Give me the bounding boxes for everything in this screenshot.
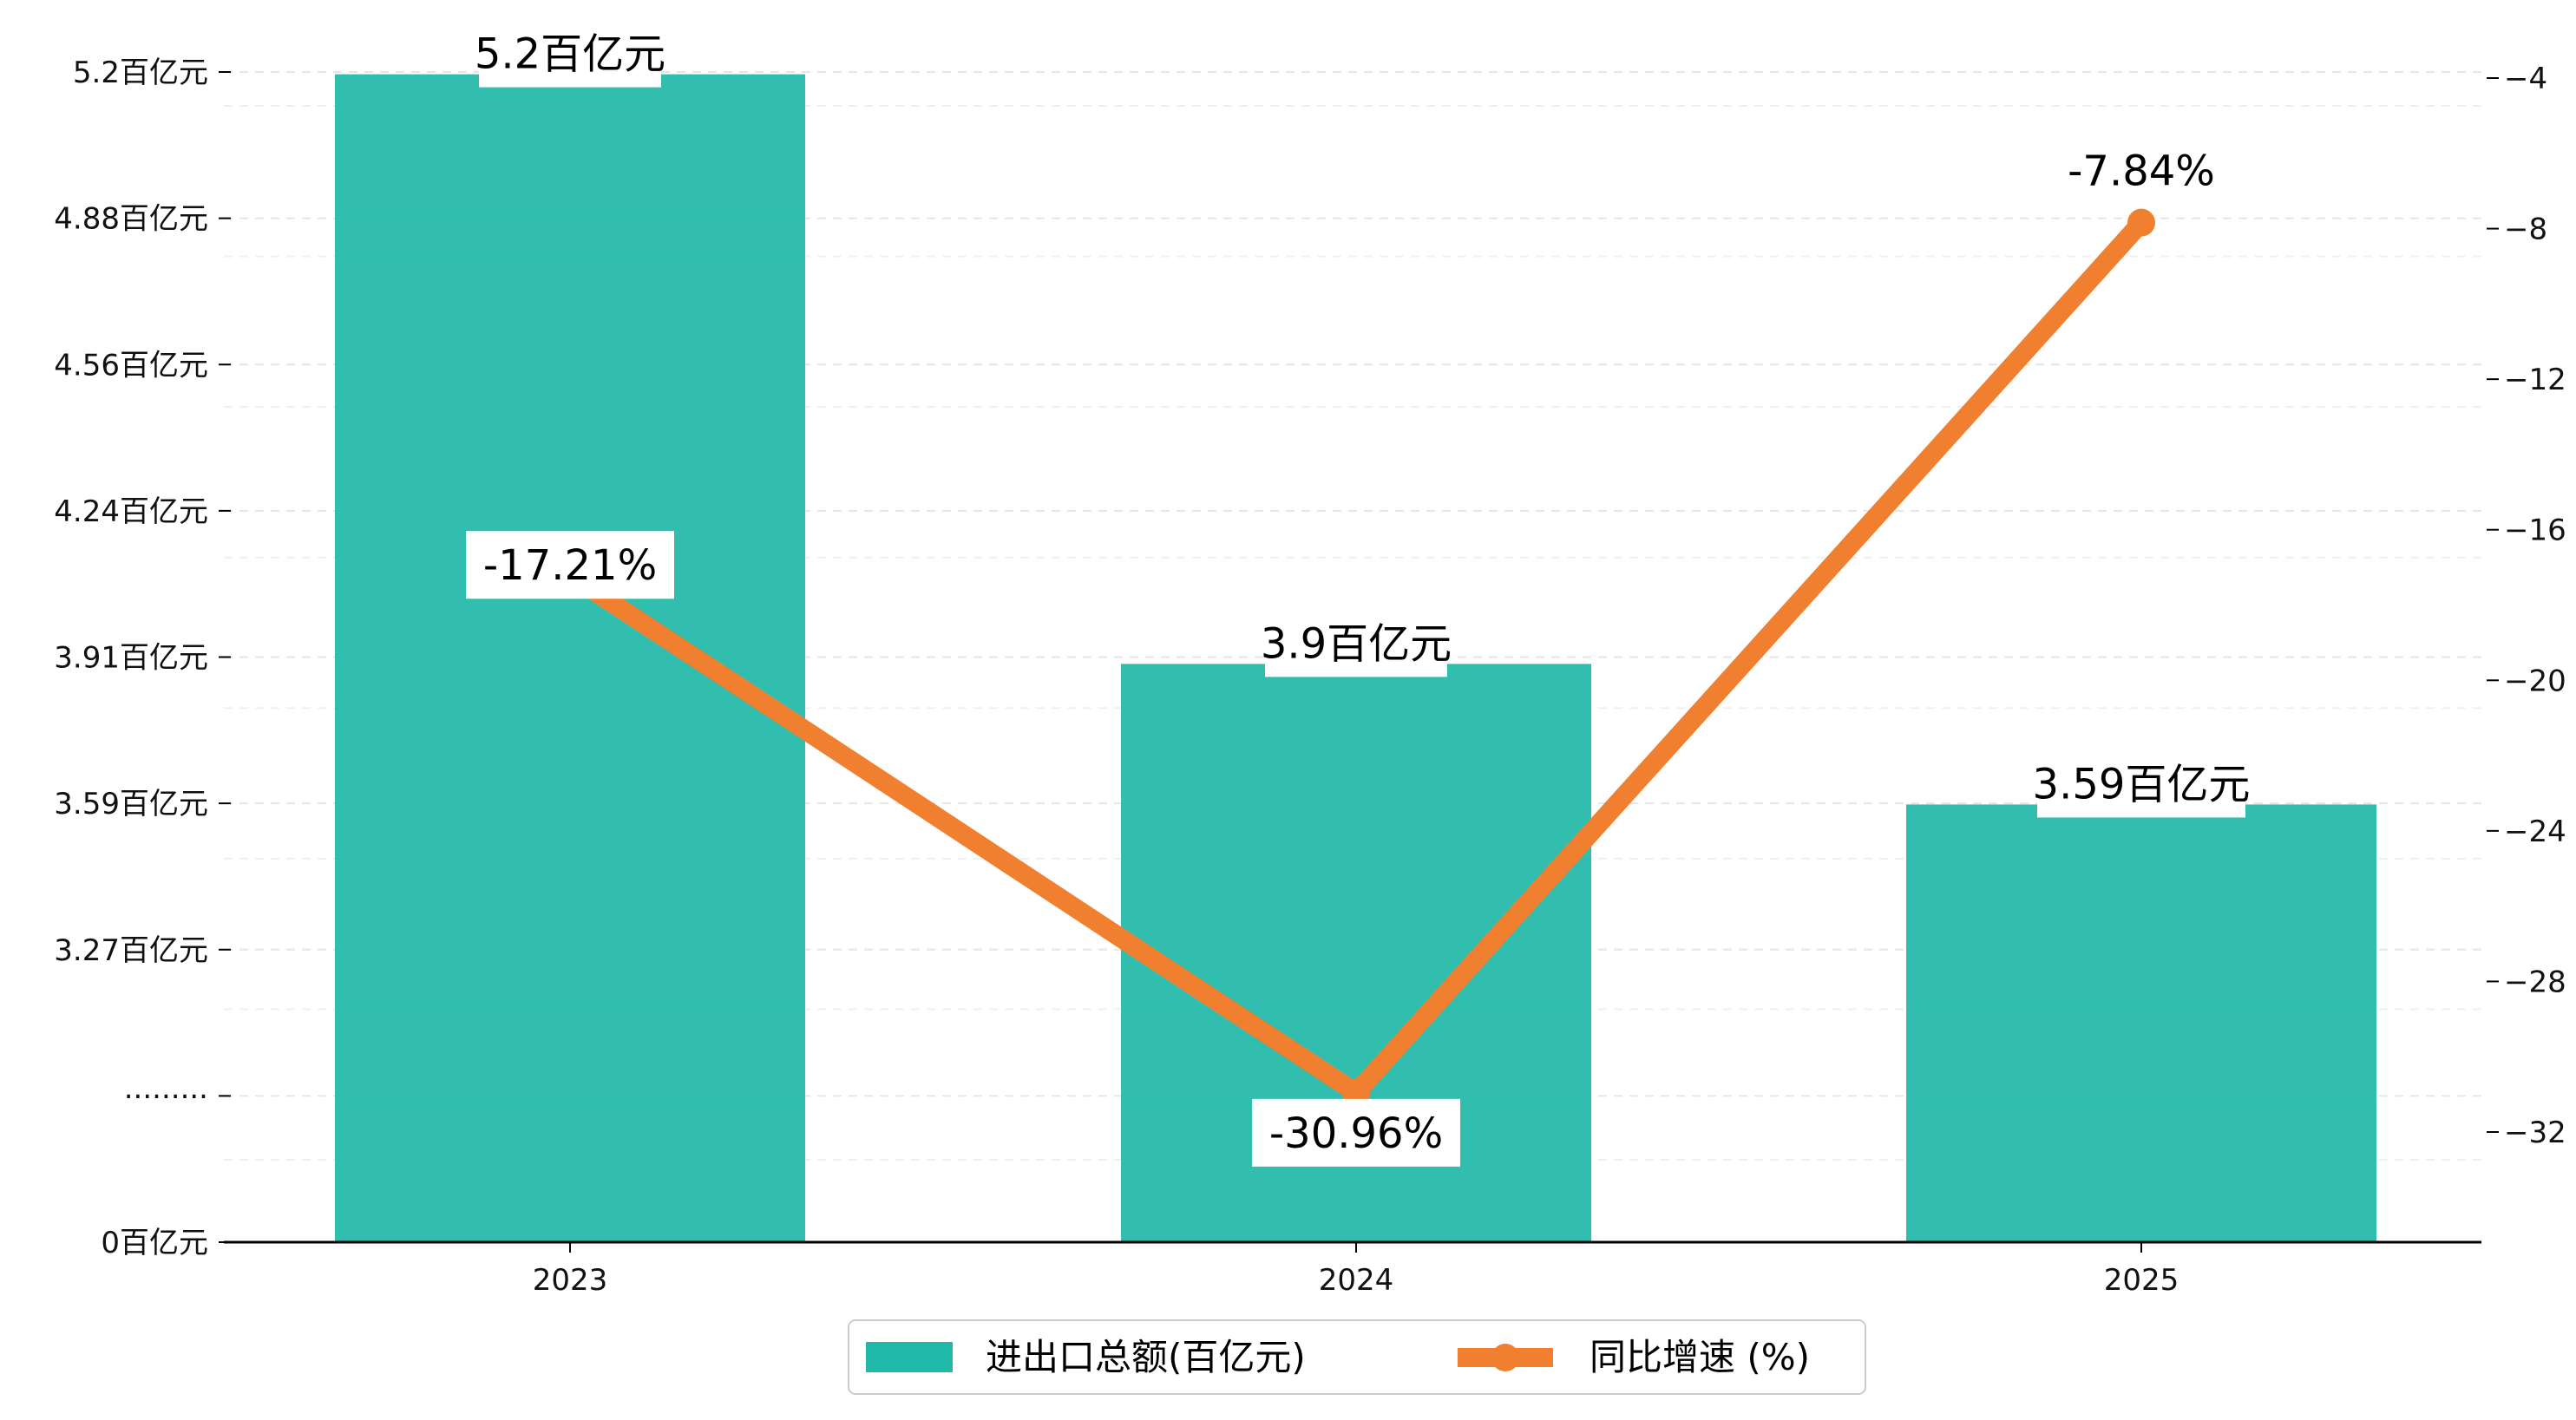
right-tick-label: −12	[2504, 363, 2566, 397]
right-tick-label: −4	[2504, 62, 2547, 96]
growth-value-label-2024: -30.96%	[1252, 1098, 1460, 1167]
right-tick-label: −8	[2504, 213, 2547, 247]
left-tick-label: ·········	[124, 1079, 208, 1114]
legend-line-label[interactable]: 同比增速 (%)	[1590, 1336, 1810, 1378]
bar-value-label-2024-bg	[1265, 609, 1447, 677]
left-tick-label: 0百亿元	[101, 1226, 208, 1260]
growth-value-label-2024-bg	[1252, 1098, 1460, 1167]
left-tick-label: 3.27百亿元	[54, 933, 208, 968]
right-tick-label: −20	[2504, 664, 2566, 698]
growth-value-label-2024-text: -30.96%	[1269, 1109, 1443, 1158]
left-tick-label: 5.2百亿元	[73, 56, 208, 90]
label-layer: 5.2百亿元 3.9百亿元 3.59百亿元 -17.21% -30.96% -7.84%	[466, 19, 2251, 1167]
right-tick-label: −16	[2504, 514, 2566, 548]
axis-layer: 0百亿元 ········· 3.27百亿元 3.59百亿元 3.91百亿元 4.24百亿…	[54, 56, 2566, 1298]
bar-2023[interactable]	[335, 74, 805, 1242]
bar-value-label-2025: 3.59百亿元	[2033, 749, 2251, 818]
right-tick-label: −28	[2504, 965, 2566, 999]
legend-box	[848, 1319, 1866, 1395]
bar-value-label-2025-text: 3.59百亿元	[2033, 760, 2251, 808]
right-tick-label: −32	[2504, 1116, 2566, 1150]
left-tick-label: 4.88百亿元	[54, 202, 208, 237]
growth-value-label-2023-text: -17.21%	[483, 541, 657, 590]
growth-value-label-2025-text: -7.84%	[2068, 147, 2215, 196]
bar-2025[interactable]	[1906, 804, 2376, 1242]
bar-value-label-2023-text: 5.2百亿元	[475, 30, 665, 79]
legend-bar-label[interactable]: 进出口总额(百亿元)	[986, 1336, 1306, 1378]
left-tick-label: 4.24百亿元	[54, 494, 208, 529]
legend-line-marker	[1491, 1344, 1519, 1371]
growth-value-label-2023: -17.21%	[466, 531, 674, 599]
growth-value-label-2025: -7.84%	[2050, 136, 2232, 205]
x-tick-label: 2025	[2104, 1263, 2179, 1298]
bar-layer	[335, 74, 2376, 1242]
right-tick-label: −24	[2504, 815, 2566, 849]
bar-value-label-2024: 3.9百亿元	[1261, 609, 1452, 677]
left-tick-label: 4.56百亿元	[54, 348, 208, 383]
growth-value-label-2023-bg	[466, 531, 674, 599]
x-tick-label: 2024	[1319, 1263, 1394, 1298]
x-tick-label: 2023	[533, 1263, 608, 1298]
bar-value-label-2024-text: 3.9百亿元	[1261, 619, 1452, 668]
left-tick-label: 3.91百亿元	[54, 641, 208, 676]
bar-value-label-2023-bg	[479, 19, 661, 88]
legend-layer: 进出口总额(百亿元) 同比增速 (%)	[848, 1319, 1866, 1395]
growth-value-label-2025-bg	[2050, 136, 2232, 205]
growth-point-2025[interactable]	[2127, 208, 2155, 237]
bar-value-label-2025-bg	[2037, 749, 2245, 818]
legend-bar-swatch[interactable]	[866, 1342, 953, 1372]
bar-value-label-2023: 5.2百亿元	[475, 19, 665, 88]
left-tick-label: 3.59百亿元	[54, 787, 208, 821]
